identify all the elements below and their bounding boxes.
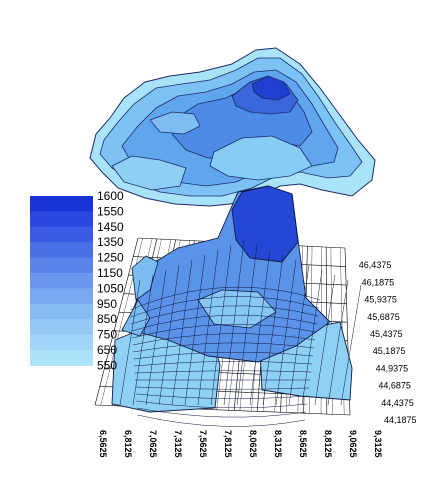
- surface-mesh-line: [129, 286, 321, 311]
- x-tick-label: 6,8125: [123, 430, 133, 458]
- surface-mesh-line: [131, 314, 318, 332]
- surface-mesh-line: [262, 254, 284, 406]
- legend-swatch: [30, 288, 93, 305]
- surface-mesh-line: [133, 361, 313, 367]
- legend-level-label: 1150: [97, 266, 123, 280]
- legend-level-label: 1600: [97, 189, 124, 203]
- x-tick-label: 9,3125: [373, 430, 383, 458]
- surface-mesh-line: [288, 264, 310, 406]
- legend-swatch: [30, 196, 93, 212]
- legend-level-label: 1250: [97, 251, 124, 265]
- x-tick-label: 8,0625: [248, 430, 258, 458]
- legend-level-label: 850: [97, 312, 117, 326]
- legend-swatch: [30, 211, 93, 228]
- y-tick-label: 46,4375: [359, 260, 392, 270]
- legend-swatch: [30, 257, 93, 274]
- surface-mesh-line: [132, 333, 316, 346]
- x-tick-label: 9,0625: [348, 430, 358, 458]
- legend-level-label: 1550: [97, 204, 124, 218]
- surface-mesh-line: [135, 393, 309, 399]
- surface-mesh-line: [158, 264, 180, 406]
- legend-level-label: 550: [97, 358, 117, 372]
- surface-mesh-line: [119, 279, 141, 406]
- x-tick-label: 6,5625: [98, 430, 108, 458]
- x-tick-label: 7,0625: [148, 430, 158, 458]
- legend-level-label: 750: [97, 328, 117, 342]
- legend-swatch: [30, 319, 93, 336]
- grid-line-x: [94, 237, 139, 406]
- legend-level-label: 1350: [97, 235, 124, 249]
- x-tick-label: 8,8125: [323, 430, 333, 458]
- legend-swatch: [30, 350, 93, 366]
- y-tick-label: 45,4375: [370, 329, 403, 339]
- surface-mesh-line: [136, 400, 308, 409]
- y-tick-label: 44,6875: [378, 381, 411, 391]
- legend-level-label: 1050: [97, 281, 124, 295]
- surface-mesh-line: [197, 249, 219, 406]
- surface-mesh-line: [210, 244, 232, 406]
- surface-mesh-line: [137, 414, 306, 427]
- surface-mesh-line: [249, 249, 271, 406]
- legend-swatch: [30, 242, 93, 259]
- surface-mesh-line: [327, 279, 349, 406]
- x-tick-label: 7,8125: [223, 430, 233, 458]
- surface-mesh-line: [184, 254, 206, 406]
- x-tick-label: 7,5625: [198, 430, 208, 458]
- surface-mesh-line: [340, 284, 362, 406]
- surface-mesh-line: [314, 274, 336, 406]
- contour-map: [89, 47, 376, 207]
- y-tick-label: 46,1875: [362, 277, 395, 287]
- legend-swatch: [30, 334, 93, 351]
- legend-swatch: [30, 273, 93, 289]
- surface-mesh-line: [133, 351, 314, 360]
- x-tick-label: 8,5625: [298, 430, 308, 458]
- surface-mesh-line: [275, 259, 297, 406]
- surface-mesh-line: [134, 370, 312, 374]
- surface-mesh-line: [223, 239, 245, 406]
- legend-swatch: [30, 303, 93, 320]
- surface-mesh-line: [135, 386, 310, 390]
- y-tick-label: 45,1875: [373, 346, 406, 356]
- legend-level-label: 950: [97, 297, 117, 311]
- surface-mesh-line: [132, 342, 315, 353]
- surface-3d: [111, 185, 362, 427]
- legend-swatches: [30, 196, 93, 366]
- surface-mesh-line: [171, 259, 193, 406]
- y-tick-label: 45,9375: [364, 295, 397, 305]
- x-tick-labels: 6,5625 6,8125 7,0625 7,3125 7,5625 7,8125 8,06…: [98, 430, 383, 458]
- x-tick-label: 7,3125: [173, 430, 183, 458]
- y-tick-label: 44,4375: [381, 398, 414, 408]
- surface-mesh-line: [132, 274, 154, 406]
- surface-mesh-line: [236, 244, 258, 406]
- legend-level-label: 650: [97, 343, 117, 357]
- y-tick-labels: 44,1875 44,4375 44,6875 44,9375 45,1875 45,43…: [359, 260, 417, 425]
- surface-mesh-line: [301, 269, 323, 406]
- surface-mesh-line: [136, 407, 307, 418]
- y-tick-label: 44,9375: [376, 363, 409, 373]
- legend-swatch: [30, 226, 93, 243]
- surface-mesh-line: [130, 296, 320, 318]
- x-tick-label: 8,3125: [273, 430, 283, 458]
- surface-mesh-line: [131, 324, 317, 339]
- surface-mesh-line: [145, 269, 167, 406]
- surface-mesh-line: [130, 305, 319, 325]
- y-tick-label: 44,1875: [384, 415, 417, 425]
- legend-level-label: 1450: [97, 220, 124, 234]
- y-tick-label: 45,6875: [367, 312, 400, 322]
